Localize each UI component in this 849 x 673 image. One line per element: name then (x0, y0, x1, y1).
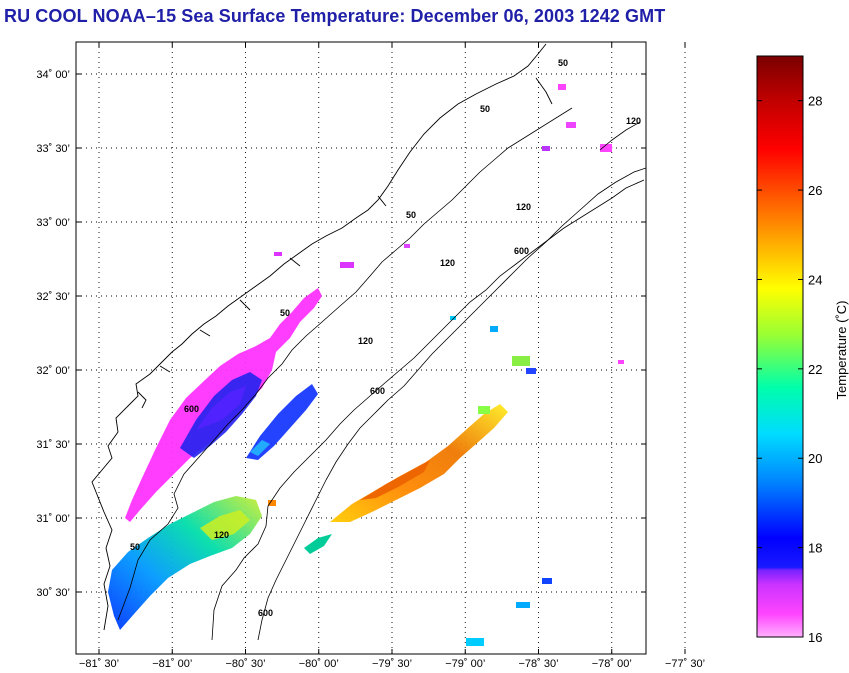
svg-text:120: 120 (358, 336, 373, 346)
colorbar-tick-label: 24 (808, 272, 822, 287)
svg-text:50: 50 (558, 58, 568, 68)
colorbar-tick-label: 16 (808, 630, 822, 645)
isobaths (117, 107, 646, 641)
scattered-pixels (268, 84, 624, 646)
coastline (91, 43, 553, 631)
lon-tick-label: −78˚ 00’ (592, 658, 632, 670)
lon-tick-label: −79˚ 30’ (372, 658, 412, 670)
lat-tick-label: 31˚ 30’ (36, 439, 70, 451)
gulf-stream-hot-core (360, 460, 430, 500)
lat-tick-label: 32˚ 00’ (36, 365, 70, 377)
svg-text:50: 50 (480, 104, 490, 114)
midshelf-cyan-streak (250, 440, 270, 456)
colorbar-tick-label: 18 (808, 541, 822, 556)
svg-text:600: 600 (184, 404, 199, 414)
gulf-stream-green-edge (304, 534, 332, 554)
lat-tick-label: 33˚ 00’ (36, 217, 70, 229)
lon-tick-label: −80˚ 00’ (299, 658, 339, 670)
svg-text:600: 600 (514, 246, 529, 256)
svg-text:50: 50 (130, 542, 140, 552)
isobath-labels: 50 50 120 50 120 600 120 50 120 600 600 … (130, 58, 641, 618)
svg-text:120: 120 (516, 202, 531, 212)
lon-tick-label: −80˚ 30’ (225, 658, 265, 670)
svg-text:120: 120 (626, 116, 641, 126)
colorbar-tick-label: 28 (808, 94, 822, 109)
svg-text:600: 600 (258, 608, 273, 618)
longitude-labels: −81˚ 30’ −81˚ 00’ −80˚ 30’ −80˚ 00’ −79˚ 30’… (79, 658, 705, 670)
lat-tick-label: 30˚ 30’ (36, 587, 70, 599)
lat-tick-label: 34˚ 00’ (36, 69, 70, 81)
shelf-water-violet (196, 386, 246, 430)
svg-text:50: 50 (280, 308, 290, 318)
colorbar-tick-label: 22 (808, 362, 822, 377)
sst-data-field (108, 84, 624, 646)
colorbar-ticks: 16 18 20 22 24 26 28 (757, 94, 822, 645)
lon-tick-label: −81˚ 00’ (152, 658, 192, 670)
colorbar (756, 55, 804, 638)
lon-tick-label: −78˚ 30’ (518, 658, 558, 670)
svg-text:50: 50 (406, 210, 416, 220)
lat-tick-label: 32˚ 30’ (36, 291, 70, 303)
latitude-labels: 34˚ 00’ 33˚ 30’ 33˚ 00’ 32˚ 30’ 32˚ 00’ 31˚ 3… (36, 69, 70, 599)
colorbar-label: Temperature (˚C) (834, 301, 849, 400)
map-title: RU COOL NOAA–15 Sea Surface Temperature:… (4, 6, 666, 26)
map-frame (75, 41, 647, 655)
lon-tick-label: −81˚ 30’ (79, 658, 119, 670)
lat-tick-label: 31˚ 00’ (36, 513, 70, 525)
lon-tick-label: −77˚ 30’ (665, 658, 705, 670)
colorbar-tick-label: 20 (808, 451, 822, 466)
lat-tick-label: 33˚ 30’ (36, 143, 70, 155)
southern-yellow-patch (200, 510, 250, 540)
axis-ticks (76, 42, 686, 654)
svg-text:120: 120 (440, 258, 455, 268)
colorbar-tick-label: 26 (808, 183, 822, 198)
svg-text:120: 120 (214, 530, 229, 540)
svg-text:600: 600 (370, 386, 385, 396)
lon-tick-label: −79˚ 00’ (445, 658, 485, 670)
